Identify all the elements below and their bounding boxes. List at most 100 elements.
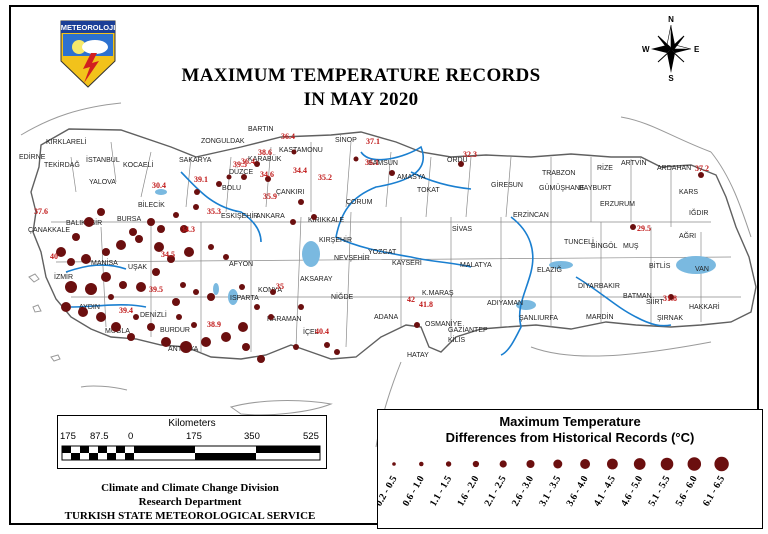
record-dot bbox=[414, 322, 420, 328]
city-label: YOZGAT bbox=[368, 249, 397, 256]
city-label: YALOVA bbox=[89, 179, 116, 186]
city-label: UŞAK bbox=[128, 264, 147, 271]
city-label: ELAZIĞ bbox=[537, 265, 562, 274]
record-value-label: 39.1 bbox=[194, 175, 208, 184]
record-dot bbox=[108, 294, 114, 300]
city-label: SAKARYA bbox=[179, 157, 212, 164]
city-label: ERZURUM bbox=[600, 201, 635, 208]
record-value-label: 37.1 bbox=[366, 137, 380, 146]
city-label: BOLU bbox=[222, 185, 241, 192]
record-dot bbox=[78, 307, 88, 317]
record-dot bbox=[172, 298, 180, 306]
record-dot bbox=[194, 189, 200, 195]
black-sea-coast-outline bbox=[20, 102, 752, 238]
record-dot bbox=[85, 283, 97, 295]
city-label: SİNOP bbox=[335, 135, 357, 144]
city-label: DENİZLİ bbox=[140, 310, 167, 319]
record-value-label: 35 bbox=[276, 282, 284, 291]
legend-dot bbox=[607, 458, 618, 470]
record-value-label: 39.4 bbox=[119, 306, 133, 315]
legend-class-label: 1.1 - 1.5 bbox=[428, 474, 454, 508]
record-dots bbox=[56, 149, 704, 363]
record-dot bbox=[698, 172, 704, 178]
city-label: NEVŞEHİR bbox=[334, 253, 370, 262]
record-dot bbox=[152, 268, 160, 276]
legend-dot bbox=[419, 461, 424, 467]
legend-dot bbox=[499, 460, 507, 468]
legend: Maximum Temperature Differences from His… bbox=[377, 409, 763, 529]
city-label: İZMİR bbox=[54, 272, 73, 281]
record-value-label: 42 bbox=[407, 295, 415, 304]
record-dot bbox=[270, 289, 276, 295]
city-label: KASTAMONU bbox=[279, 147, 323, 154]
city-label: İSTANBUL bbox=[86, 155, 120, 164]
city-label: K.MARAŞ bbox=[422, 290, 454, 297]
legend-class-label: 2.1 - 2.5 bbox=[483, 474, 509, 508]
record-dot bbox=[147, 323, 155, 331]
city-label: BİNGÖL bbox=[591, 241, 618, 250]
record-dot bbox=[184, 247, 194, 257]
legend-dot bbox=[392, 462, 396, 466]
legend-dot bbox=[660, 457, 674, 471]
city-label: SİVAS bbox=[452, 224, 472, 233]
city-label: ŞANLIURFA bbox=[519, 315, 558, 322]
lake-beysehir bbox=[228, 289, 238, 305]
record-dot bbox=[127, 333, 135, 341]
record-value-label: 34.3 bbox=[181, 225, 195, 234]
city-label: ÇORUM bbox=[346, 199, 373, 206]
city-label: OSMANİYE bbox=[425, 319, 462, 328]
city-label: TRABZON bbox=[542, 170, 575, 177]
legend-class-label: 0.2 - 0.5 bbox=[378, 474, 400, 508]
aegean-islands bbox=[28, 273, 128, 391]
record-value-label: 39.5 bbox=[233, 160, 247, 169]
record-dot bbox=[254, 161, 260, 167]
city-label: MANİSA bbox=[91, 258, 118, 267]
city-label: IĞDIR bbox=[689, 208, 708, 217]
credits: Climate and Climate Change Division Rese… bbox=[31, 481, 349, 523]
record-dot bbox=[353, 156, 359, 162]
record-value-label: 37.2 bbox=[695, 164, 709, 173]
record-value-label: 31.8 bbox=[663, 294, 677, 303]
record-dot bbox=[61, 302, 71, 312]
record-value-label: 36.4 bbox=[241, 157, 255, 166]
city-label: BURDUR bbox=[160, 327, 190, 334]
record-value-label: 32.3 bbox=[463, 150, 477, 159]
map-frame: KIRKLARELİ EDİRNE TEKİRDAĞ İSTANBUL KOCAELİ Y… bbox=[9, 5, 763, 529]
record-values: 36.4 37.1 38.6 39.5 39.1 34.6 34.4 35.2 35.9 32.3… bbox=[34, 132, 709, 336]
legend-class-label: 0.6 - 1.0 bbox=[401, 474, 427, 508]
city-label: ÇANKIRI bbox=[276, 189, 304, 196]
scale-tick: 87.5 bbox=[90, 431, 109, 442]
city-label: ÇANAKKALE bbox=[28, 227, 70, 234]
record-dot bbox=[173, 212, 179, 218]
legend-class-label: 5.6 - 6.0 bbox=[674, 474, 700, 508]
compass-east: E bbox=[694, 45, 700, 54]
city-label: İÇEL bbox=[303, 327, 319, 336]
city-label: SAMSUN bbox=[368, 160, 398, 167]
record-dot bbox=[241, 174, 247, 180]
record-dot bbox=[293, 344, 299, 350]
river-gediz bbox=[65, 264, 127, 273]
record-value-label: 35.3 bbox=[207, 207, 221, 216]
city-label: VAN bbox=[695, 266, 709, 273]
record-dot bbox=[630, 224, 636, 230]
record-dot bbox=[97, 208, 105, 216]
city-label: BURSA bbox=[117, 216, 141, 223]
city-label: MARDİN bbox=[586, 312, 614, 321]
legend-class-label: 3.1 - 3.5 bbox=[537, 474, 563, 508]
city-label: AFYON bbox=[229, 261, 253, 268]
record-dot bbox=[238, 322, 248, 332]
record-dot bbox=[157, 225, 165, 233]
record-dot bbox=[180, 282, 186, 288]
city-label: KONYA bbox=[258, 287, 282, 294]
credit-department: Research Department bbox=[138, 496, 242, 508]
compass-south: S bbox=[668, 74, 674, 83]
city-label: KIRKLARELİ bbox=[46, 137, 87, 146]
city-label: KARABÜK bbox=[248, 155, 282, 163]
record-value-label: 35.2 bbox=[318, 173, 332, 182]
turkey-outline bbox=[30, 128, 757, 360]
record-dot bbox=[65, 281, 77, 293]
legend-dot bbox=[687, 457, 702, 471]
city-label: BİTLİS bbox=[649, 261, 671, 270]
record-dot bbox=[290, 219, 296, 225]
